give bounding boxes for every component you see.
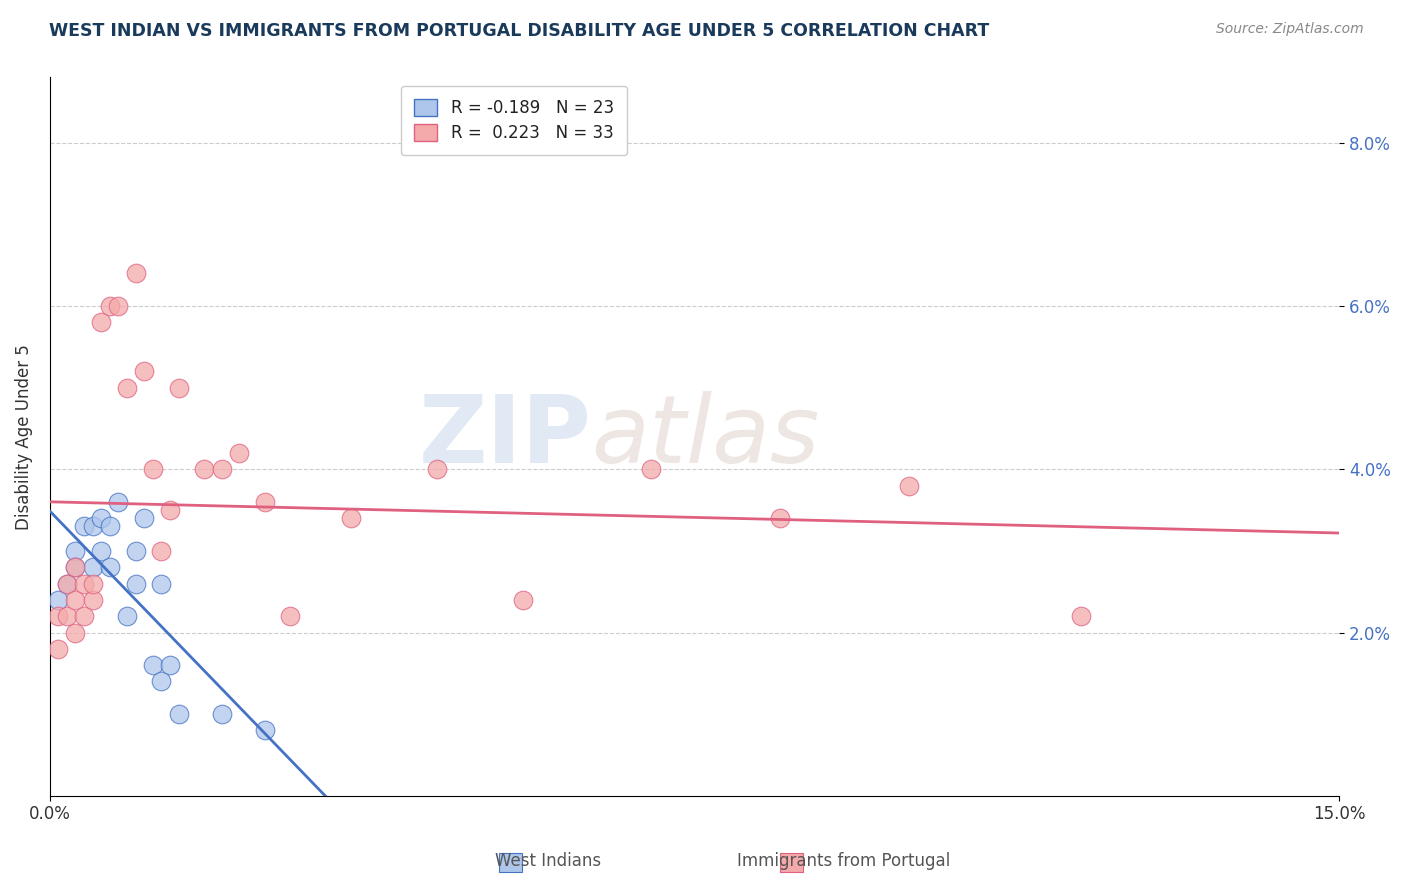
- Point: [211, 462, 233, 476]
- Point: [56, 609, 79, 624]
- Point: [124, 576, 146, 591]
- Point: [150, 674, 173, 689]
- Point: [73, 609, 96, 624]
- Point: [134, 511, 156, 525]
- Point: [90, 544, 112, 558]
- Text: ZIP: ZIP: [419, 391, 592, 483]
- Point: [167, 707, 190, 722]
- Point: [82, 592, 104, 607]
- Point: [150, 544, 173, 558]
- Point: [512, 592, 534, 607]
- Point: [142, 658, 165, 673]
- Point: [65, 625, 87, 640]
- Point: [98, 560, 121, 574]
- Text: atlas: atlas: [592, 391, 820, 482]
- Point: [46, 641, 69, 656]
- Point: [115, 609, 138, 624]
- Point: [115, 381, 138, 395]
- Point: [142, 462, 165, 476]
- Point: [56, 576, 79, 591]
- Point: [65, 560, 87, 574]
- Point: [425, 462, 447, 476]
- Point: [65, 592, 87, 607]
- Point: [90, 315, 112, 329]
- Text: Source: ZipAtlas.com: Source: ZipAtlas.com: [1216, 22, 1364, 37]
- Point: [107, 495, 129, 509]
- Point: [280, 609, 302, 624]
- Point: [253, 495, 276, 509]
- Point: [898, 478, 921, 492]
- Point: [124, 266, 146, 280]
- Point: [98, 519, 121, 533]
- Point: [134, 364, 156, 378]
- Point: [56, 576, 79, 591]
- Point: [193, 462, 215, 476]
- Text: West Indians: West Indians: [495, 852, 602, 870]
- Point: [640, 462, 662, 476]
- Point: [124, 544, 146, 558]
- Point: [339, 511, 361, 525]
- Point: [73, 519, 96, 533]
- Point: [65, 544, 87, 558]
- Point: [253, 723, 276, 738]
- Point: [46, 592, 69, 607]
- Point: [90, 511, 112, 525]
- Y-axis label: Disability Age Under 5: Disability Age Under 5: [15, 343, 32, 530]
- Text: WEST INDIAN VS IMMIGRANTS FROM PORTUGAL DISABILITY AGE UNDER 5 CORRELATION CHART: WEST INDIAN VS IMMIGRANTS FROM PORTUGAL …: [49, 22, 990, 40]
- Point: [167, 381, 190, 395]
- Text: Immigrants from Portugal: Immigrants from Portugal: [737, 852, 950, 870]
- Point: [65, 560, 87, 574]
- Point: [1070, 609, 1092, 624]
- Point: [769, 511, 792, 525]
- Point: [82, 560, 104, 574]
- Point: [150, 576, 173, 591]
- Legend: R = -0.189   N = 23, R =  0.223   N = 33: R = -0.189 N = 23, R = 0.223 N = 33: [401, 86, 627, 155]
- Point: [159, 503, 181, 517]
- Point: [46, 609, 69, 624]
- Point: [98, 299, 121, 313]
- Point: [73, 576, 96, 591]
- Point: [159, 658, 181, 673]
- Point: [82, 519, 104, 533]
- Point: [82, 576, 104, 591]
- Point: [228, 446, 250, 460]
- Point: [107, 299, 129, 313]
- Point: [211, 707, 233, 722]
